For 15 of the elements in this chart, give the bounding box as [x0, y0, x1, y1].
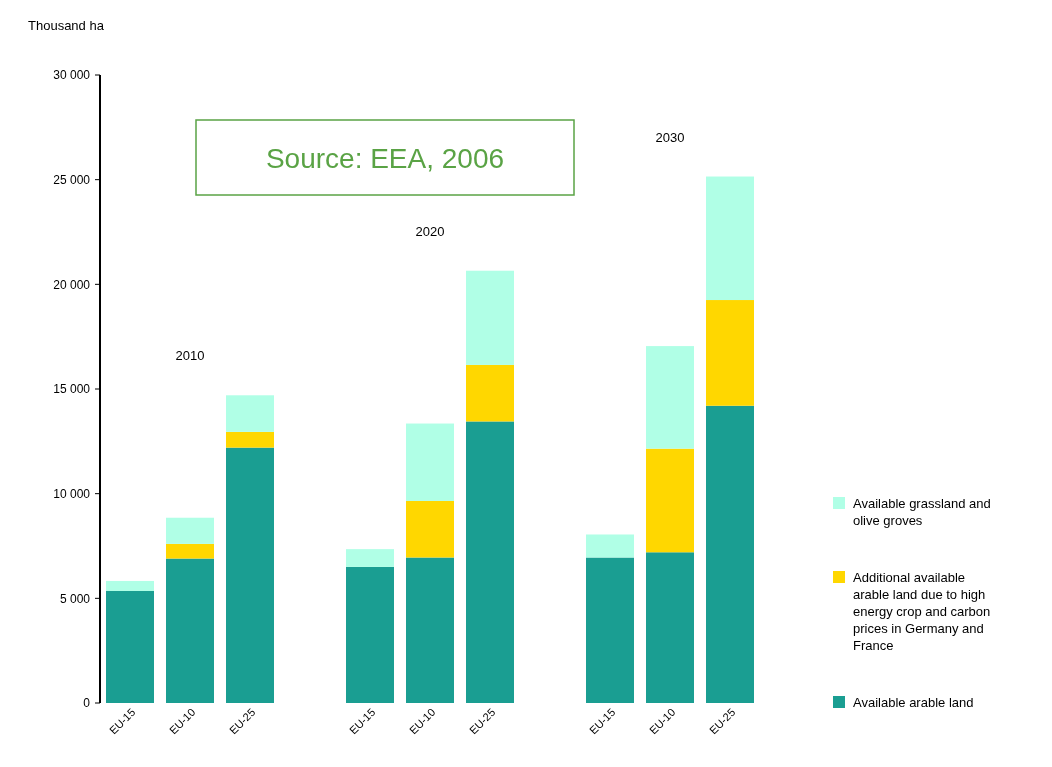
- y-tick-label: 10 000: [53, 486, 91, 501]
- annotation: 2030: [655, 129, 685, 145]
- legend-label: Available grassland and olive groves: [853, 496, 991, 528]
- annotation: Source: EEA, 2006: [265, 142, 505, 174]
- y-tick-label: 5 000: [59, 591, 91, 606]
- y-tick-label: 0: [83, 696, 91, 711]
- legend-label: Available arable land: [853, 695, 974, 710]
- y-tick-label: 30 000: [53, 68, 91, 83]
- legend-label: Additional available arable land due to high energy crop and carbon prices in Germany and France: [853, 570, 991, 653]
- y-tick-label: 15 000: [53, 382, 91, 397]
- y-tick-label: 20 000: [53, 277, 91, 292]
- y-axis-title: Thousand ha: [28, 18, 105, 33]
- annotation: 2010: [175, 348, 205, 364]
- y-tick-label: 25 000: [53, 172, 91, 187]
- annotation: 2020: [415, 223, 445, 239]
